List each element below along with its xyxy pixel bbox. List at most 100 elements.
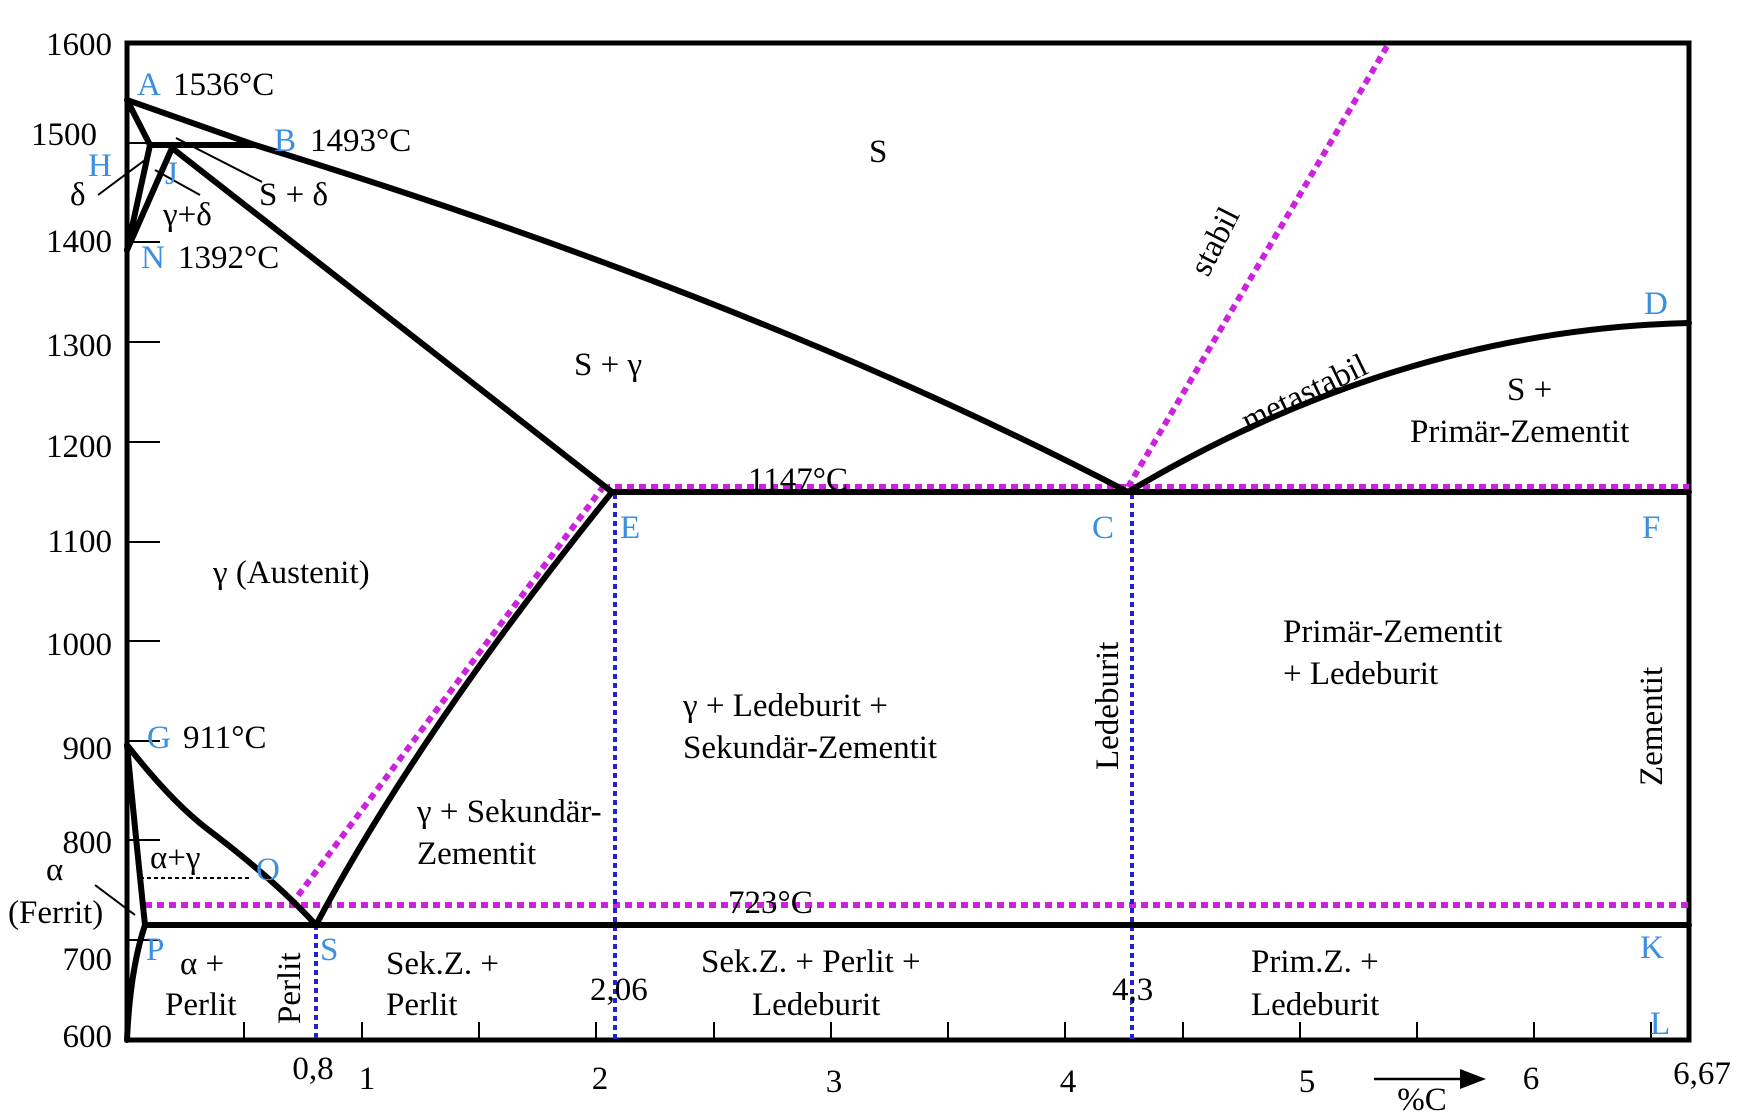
region-sek-perlit-led-1: Sek.Z. + Perlit + bbox=[701, 944, 921, 980]
point-a-temp: 1536°C bbox=[173, 67, 274, 103]
point-e-label: E bbox=[620, 510, 640, 546]
leader-lines bbox=[94, 137, 263, 916]
y-tick-label: 1100 bbox=[47, 524, 112, 560]
liquidus-ab bbox=[124, 97, 258, 148]
y-tick-label: 1500 bbox=[31, 117, 97, 153]
x-axis-label: %C bbox=[1397, 1082, 1447, 1114]
y-tick-label: 1300 bbox=[46, 328, 112, 364]
point-b-label: B bbox=[274, 123, 296, 159]
region-melt-prim-2: Primär-Zementit bbox=[1410, 414, 1629, 450]
region-zementit: Zementit bbox=[1634, 667, 1670, 786]
point-a-label: A bbox=[137, 67, 161, 103]
leader-delta bbox=[154, 169, 201, 196]
stable-sek-line bbox=[288, 485, 606, 907]
liquidus-bc bbox=[252, 142, 1131, 495]
y-tick-label: 1200 bbox=[46, 429, 112, 465]
point-b-temp: 1493°C bbox=[310, 123, 411, 159]
point-n-temp: 1392°C bbox=[178, 240, 279, 276]
composition-c: 4,3 bbox=[1112, 972, 1153, 1008]
region-prim-led-1: Primär-Zementit bbox=[1283, 614, 1502, 650]
solidus-je bbox=[169, 145, 615, 495]
region-melt-prim-1: S + bbox=[1507, 372, 1552, 408]
region-melt-delta: S + δ bbox=[259, 177, 328, 213]
x-axis-arrow-head bbox=[1460, 1069, 1486, 1089]
liquidus-cd bbox=[1125, 320, 1692, 495]
region-ledeburit: Ledeburit bbox=[1090, 642, 1126, 770]
region-labels: S S + γ S + δ δ γ+δ γ (Austenit) α+γ α (… bbox=[8, 134, 1670, 1024]
point-k-label: K bbox=[1640, 930, 1664, 966]
composition-lines bbox=[314, 494, 1134, 1040]
region-melt: S bbox=[869, 134, 887, 170]
point-f-label: F bbox=[1642, 510, 1660, 546]
point-s-label: S bbox=[320, 932, 338, 968]
region-sek-perlit-1: Sek.Z. + bbox=[386, 946, 499, 982]
x-axis: 0,8 1 2 3 4 5 6 6,67 %C bbox=[243, 1022, 1731, 1114]
leader-ferrit bbox=[94, 884, 136, 916]
region-gamma-delta: γ+δ bbox=[162, 197, 212, 233]
point-h-label: H bbox=[88, 148, 112, 184]
point-g-label: G bbox=[147, 720, 171, 756]
region-gamma-sek-2: Zementit bbox=[417, 836, 536, 872]
gp-line bbox=[124, 742, 148, 928]
point-p-label: P bbox=[146, 932, 164, 968]
point-o-label: O bbox=[256, 852, 280, 888]
x-tick-label: 1 bbox=[359, 1061, 376, 1097]
y-tick-label: 1600 bbox=[46, 27, 112, 63]
region-gamma-sek-1: γ + Sekundär- bbox=[416, 794, 602, 830]
region-prim-led2-1: Prim.Z. + bbox=[1251, 944, 1379, 980]
eutectoid-temp: 723°C bbox=[728, 885, 813, 921]
point-j-label: J bbox=[165, 156, 178, 192]
region-alpha: α bbox=[46, 852, 63, 888]
region-alpha-gamma: α+γ bbox=[150, 840, 200, 876]
region-sek-perlit-2: Perlit bbox=[386, 987, 458, 1023]
composition-e: 2,06 bbox=[590, 972, 648, 1008]
metastable-label: metastabil bbox=[1236, 347, 1374, 439]
pq-line bbox=[124, 922, 148, 1043]
region-prim-led-2: + Ledeburit bbox=[1283, 656, 1438, 692]
y-tick-label: 700 bbox=[63, 942, 113, 978]
y-tick-label: 600 bbox=[63, 1019, 113, 1055]
gs-line bbox=[124, 742, 319, 928]
phase-boundaries bbox=[124, 97, 1692, 1043]
region-ferrit: (Ferrit) bbox=[8, 895, 103, 931]
stable-system-lines bbox=[145, 41, 1689, 908]
region-alpha-perlit-2: Perlit bbox=[165, 987, 237, 1023]
x-tick-label: 5 bbox=[1299, 1064, 1316, 1100]
point-l-label: L bbox=[1650, 1006, 1670, 1042]
y-tick-label: 900 bbox=[63, 731, 113, 767]
region-gamma-led-1: γ + Ledeburit + bbox=[682, 688, 888, 724]
point-labels: A B H J N D E C F G O P S K L bbox=[88, 67, 1670, 1042]
solidus-ah bbox=[124, 97, 153, 148]
y-tick-label: 1000 bbox=[46, 627, 112, 663]
x-tick-label: 0,8 bbox=[292, 1051, 333, 1087]
region-gamma-led-2: Sekundär-Zementit bbox=[683, 730, 937, 766]
point-c-label: C bbox=[1092, 510, 1114, 546]
point-n-label: N bbox=[141, 240, 165, 276]
x-tick-label: 4 bbox=[1060, 1064, 1077, 1100]
jn-line bbox=[124, 145, 175, 253]
y-axis: 1600 1500 1400 1300 1200 1100 1000 900 8… bbox=[31, 27, 160, 1055]
region-prim-led2-2: Ledeburit bbox=[1251, 987, 1379, 1023]
y-tick-label: 800 bbox=[63, 825, 113, 861]
x-tick-label: 6,67 bbox=[1673, 1056, 1731, 1092]
eutectic-temp: 1147°C bbox=[748, 462, 848, 498]
stable-label: stabil bbox=[1183, 202, 1248, 282]
hn-line bbox=[124, 142, 153, 253]
region-austenite: γ (Austenit) bbox=[212, 555, 370, 591]
y-tick-label: 1400 bbox=[46, 224, 112, 260]
point-d-label: D bbox=[1644, 286, 1668, 322]
region-sek-perlit-led-2: Ledeburit bbox=[752, 987, 880, 1023]
plot-frame bbox=[124, 40, 1692, 1043]
region-alpha-perlit-1: α + bbox=[180, 946, 224, 982]
acm-line-se bbox=[313, 489, 615, 928]
region-delta: δ bbox=[70, 177, 86, 213]
temperature-labels: 1536°C 1493°C 1392°C 911°C 1147°C 723°C … bbox=[173, 67, 1153, 1008]
x-tick-label: 6 bbox=[1523, 1061, 1540, 1097]
x-tick-label: 2 bbox=[592, 1061, 609, 1097]
region-melt-gamma: S + γ bbox=[574, 347, 642, 383]
point-g-temp: 911°C bbox=[183, 720, 266, 756]
stable-liquidus-line bbox=[1125, 41, 1392, 489]
leader-h bbox=[97, 159, 146, 196]
leader-s-delta bbox=[175, 137, 263, 183]
